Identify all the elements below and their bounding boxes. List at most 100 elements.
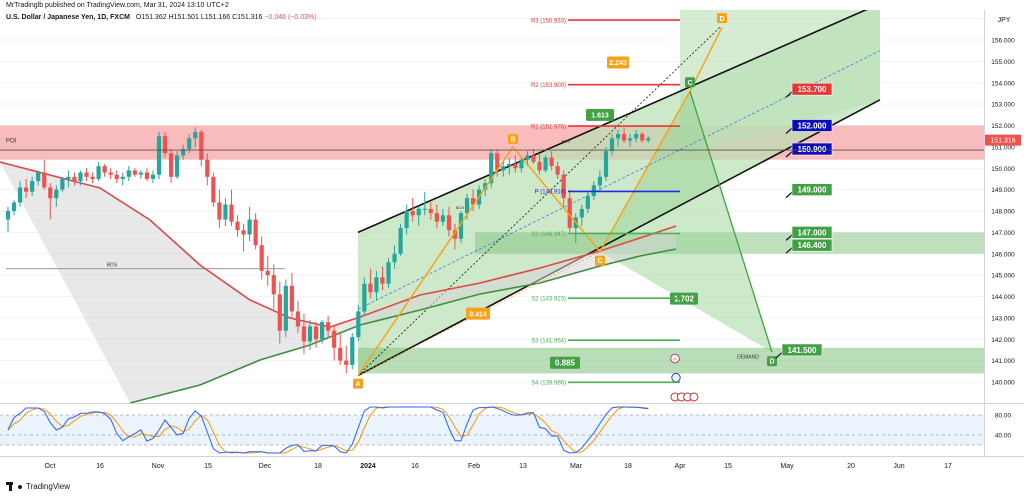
candle-body — [17, 187, 23, 203]
candle-body — [156, 136, 162, 175]
candle-body — [464, 198, 470, 214]
pattern-point-label: A — [355, 381, 360, 388]
pattern-point-marker — [717, 13, 727, 24]
low-label: L — [200, 14, 205, 21]
candle-body — [561, 174, 566, 199]
candle-body — [525, 155, 530, 160]
candle-body — [646, 138, 651, 141]
candle-body — [175, 155, 180, 177]
currency-label: JPY — [998, 17, 1011, 24]
candle-body — [90, 176, 95, 179]
ema-red-line — [0, 161, 677, 328]
tradingview-logo[interactable]: TradingView — [6, 482, 70, 491]
candle-body — [628, 138, 633, 141]
candle-body — [168, 153, 174, 177]
candle-body — [422, 208, 427, 210]
candle-body — [193, 131, 198, 139]
pivot-label: R3 (156.933) — [531, 18, 566, 24]
candle-body — [513, 163, 518, 169]
chart-annotation: DEMAND — [737, 354, 759, 360]
candle-body — [30, 181, 35, 192]
candle-body — [223, 204, 228, 220]
candle-body — [126, 170, 131, 177]
pivot-label: S2 (143.923) — [531, 296, 566, 302]
candle-body — [229, 204, 234, 222]
y-tick-label: 146.000 — [991, 251, 1015, 258]
candle-body — [483, 183, 488, 190]
candle-body — [277, 294, 282, 331]
ratio-badge — [607, 56, 629, 69]
candle-body — [537, 161, 542, 171]
chart-annotation: BOS — [562, 139, 571, 144]
pattern-point-label: C — [687, 80, 692, 87]
candle-body — [344, 360, 349, 365]
candle-body — [48, 187, 53, 199]
price-box — [781, 343, 823, 357]
y-tick-label: 141.000 — [991, 358, 1015, 365]
ratio-badge — [670, 292, 698, 305]
price-axis[interactable]: JPY 156.000 155.000 154.000 153.000 152.000 15… — [985, 17, 1021, 387]
pivot-label: R2 (153.909) — [531, 83, 566, 89]
chart-annotation: BOS — [456, 205, 465, 210]
candle-body — [398, 228, 403, 254]
candle-body — [36, 172, 41, 182]
y-tick-label: 142.000 — [991, 337, 1015, 344]
x-tick-label: Feb — [468, 463, 480, 470]
y-tick-label: 149.000 — [991, 187, 1015, 194]
candle-body — [5, 211, 11, 220]
candle-body — [271, 275, 276, 295]
candle-body — [609, 138, 615, 152]
candle-body — [150, 174, 156, 179]
price-box — [791, 119, 833, 132]
pattern-point-label: C — [597, 258, 602, 265]
stochastic-pane: 80.00 40.00 — [0, 406, 1012, 454]
candle-body — [138, 172, 143, 175]
x-tick-label: Mar — [570, 463, 583, 470]
price-box — [791, 142, 833, 156]
close-label: C — [232, 14, 238, 21]
projection-triangle — [600, 91, 772, 353]
candle-body — [187, 138, 192, 150]
lightning-glyph: ⚡ — [671, 355, 678, 363]
candle-body — [519, 159, 524, 169]
pattern-point-marker — [767, 356, 777, 367]
ema-green-line — [129, 248, 677, 403]
candle-body — [181, 149, 186, 156]
candle-body — [102, 166, 107, 173]
candle-body — [386, 262, 391, 284]
price-box-label: 153.700 — [798, 85, 827, 94]
candle-body — [120, 176, 125, 179]
price-box — [791, 238, 833, 252]
tradingview-logo-icon — [6, 482, 18, 491]
candle-body — [392, 253, 397, 263]
change-value: −0.046 (−0.03%) — [264, 14, 317, 21]
stoch-level-label: 40.00 — [995, 433, 1012, 440]
chart-annotation: BOS — [107, 263, 118, 269]
brand-name: TradingView — [26, 482, 71, 491]
low-value: 151.166 — [204, 14, 231, 21]
y-tick-label: 140.000 — [991, 380, 1015, 387]
candle-body — [374, 277, 379, 293]
lightning-event-icon — [670, 353, 680, 364]
x-tick-label: 18 — [624, 463, 632, 470]
price-box — [791, 183, 833, 196]
candle-body — [368, 283, 373, 293]
ratio-badge — [466, 307, 490, 320]
candle-body — [507, 163, 512, 167]
time-axis[interactable]: Oct 16 Nov 15 Dec 18 2024 16 Feb 13 Mar 18 Apr 15 May 2… — [45, 463, 952, 470]
candle-body — [11, 202, 17, 211]
candle-body — [24, 187, 29, 192]
pivot-label: P (148.916) — [535, 190, 566, 196]
candle-body — [96, 166, 101, 179]
x-tick-label: Jun — [893, 463, 904, 470]
symbol-name[interactable]: U.S. Dollar / Japanese Yen, 1D, FXCM — [6, 14, 130, 21]
candle-body — [319, 322, 325, 340]
y-tick-label: 145.000 — [991, 273, 1015, 280]
ratio-label: 0.885 — [555, 359, 576, 368]
author-line: MrTradinglb published on TradingView.com… — [6, 2, 229, 9]
candle-body — [585, 196, 590, 209]
y-tick-label: 144.000 — [991, 294, 1015, 301]
stoch-d-line — [7, 406, 649, 454]
candle-body — [531, 155, 536, 162]
